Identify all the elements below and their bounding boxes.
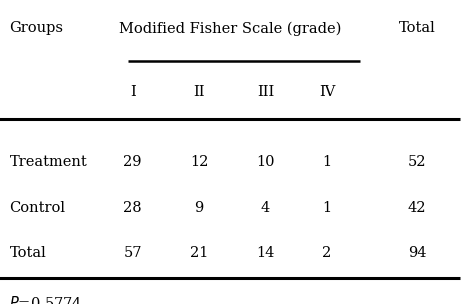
Text: 10: 10	[256, 155, 275, 169]
Text: Total: Total	[9, 246, 46, 260]
Text: III: III	[257, 85, 274, 99]
Text: Modified Fisher Scale (grade): Modified Fisher Scale (grade)	[118, 21, 341, 36]
Text: Treatment: Treatment	[9, 155, 87, 169]
Text: II: II	[193, 85, 205, 99]
Text: 14: 14	[256, 246, 274, 260]
Text: Control: Control	[9, 201, 65, 215]
Text: 9: 9	[194, 201, 204, 215]
Text: Groups: Groups	[9, 21, 64, 35]
Text: IV: IV	[319, 85, 335, 99]
Text: 42: 42	[408, 201, 427, 215]
Text: 57: 57	[123, 246, 142, 260]
Text: 52: 52	[408, 155, 427, 169]
Text: $\mathit{P}$=0.5774: $\mathit{P}$=0.5774	[9, 295, 83, 304]
Text: 1: 1	[322, 155, 332, 169]
Text: 1: 1	[322, 201, 332, 215]
Text: Total: Total	[399, 21, 436, 35]
Text: 94: 94	[408, 246, 427, 260]
Text: 4: 4	[261, 201, 270, 215]
Text: 2: 2	[322, 246, 332, 260]
Text: I: I	[130, 85, 136, 99]
Text: 12: 12	[190, 155, 208, 169]
Text: 21: 21	[190, 246, 208, 260]
Text: 29: 29	[123, 155, 142, 169]
Text: 28: 28	[123, 201, 142, 215]
